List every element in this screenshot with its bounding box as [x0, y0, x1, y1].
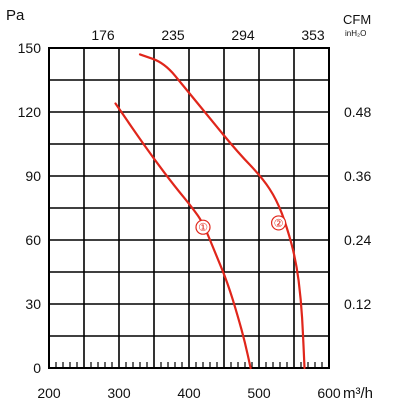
cfm-axis-ticks: 176 235 294 353	[91, 27, 325, 43]
inh2o-tick-label: 0.12	[344, 296, 371, 312]
x-tick-label: 300	[107, 385, 131, 401]
grid	[49, 48, 329, 368]
inh2o-tick-label: 0.36	[344, 168, 371, 184]
series-curve-1	[114, 102, 252, 370]
x-tick-label: 500	[247, 385, 271, 401]
x-tick-label: 600	[317, 385, 341, 401]
y-tick-label: 90	[25, 168, 41, 184]
y-axis-label: Pa	[6, 7, 25, 24]
y-tick-label: 60	[25, 232, 41, 248]
inh2o-tick-label: 0.48	[344, 104, 371, 120]
x-tick-label: 200	[37, 385, 61, 401]
y-tick-label: 30	[25, 296, 41, 312]
minor-ticks	[55, 362, 323, 368]
series-marker-circle	[195, 219, 211, 235]
series-marker-circle	[271, 215, 287, 231]
x-axis-label: m³/h	[343, 385, 373, 402]
y-tick-label: 120	[18, 104, 42, 120]
y-tick-label: 0	[33, 360, 41, 376]
cfm-tick-label: 353	[301, 27, 325, 43]
inh2o-axis-label: inH₂O	[345, 29, 366, 38]
series-marker-label: ①	[198, 222, 208, 234]
cfm-tick-label: 294	[231, 27, 255, 43]
series-curve-2	[138, 53, 306, 370]
x-tick-label: 400	[177, 385, 201, 401]
inh2o-tick-label: 0.24	[344, 232, 371, 248]
plot-frame	[48, 47, 330, 369]
series-marker-label: ②	[274, 218, 284, 230]
cfm-axis-label: CFM	[343, 12, 371, 27]
cfm-tick-label: 176	[91, 27, 115, 43]
cfm-tick-label: 235	[161, 27, 185, 43]
inh2o-axis-ticks: 0.12 0.24 0.36 0.48	[344, 104, 371, 312]
y-tick-label: 150	[18, 40, 42, 56]
x-axis-ticks: 200 300 400 500 600	[37, 385, 341, 401]
y-axis-ticks: 0 30 60 90 120 150	[18, 40, 42, 376]
series-group	[114, 53, 306, 370]
